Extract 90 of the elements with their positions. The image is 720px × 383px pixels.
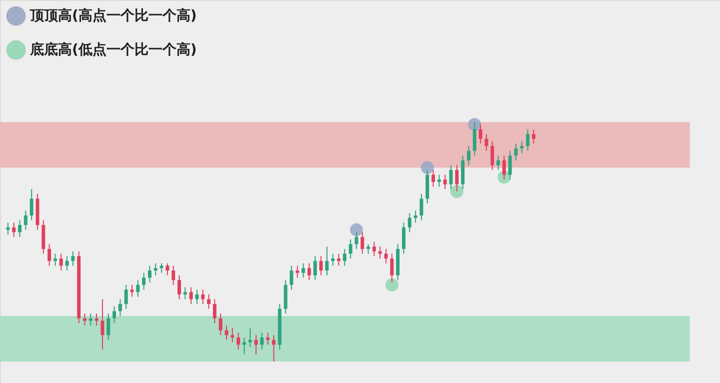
- candlestick: [443, 174, 447, 190]
- point: [385, 278, 398, 292]
- candlestick: [166, 262, 170, 276]
- candlestick: [53, 253, 57, 266]
- candlestick: [82, 313, 86, 326]
- point: [350, 223, 363, 236]
- candlestick: [248, 327, 252, 348]
- candlestick: [160, 262, 164, 274]
- candlestick: [496, 155, 500, 170]
- candlestick: [65, 256, 69, 271]
- candlestick: [484, 134, 488, 152]
- candlestick: [455, 164, 459, 192]
- candlestick: [520, 140, 524, 154]
- candlestick: [48, 244, 52, 266]
- candlestick: [154, 262, 158, 276]
- candlestick: [183, 286, 187, 300]
- candlestick: [478, 124, 482, 144]
- candlestick: [254, 334, 258, 355]
- candlestick: [212, 298, 216, 324]
- candlestick: [502, 155, 506, 180]
- candlestick: [408, 212, 412, 233]
- candlestick: [431, 169, 435, 188]
- candlestick: [136, 280, 140, 298]
- candlestick: [284, 280, 288, 314]
- legend-label: 顶顶高(高点一个比一个高): [29, 7, 197, 24]
- candlestick: [12, 222, 16, 238]
- candlestick: [490, 140, 494, 170]
- candlestick: [272, 334, 276, 362]
- candlestick: [100, 298, 104, 350]
- candlestick: [142, 272, 146, 290]
- candlestick: [354, 232, 358, 250]
- candlestick: [449, 164, 453, 190]
- candlestick: [296, 265, 300, 278]
- candlestick: [42, 220, 46, 254]
- candlestick: [130, 284, 134, 298]
- candlestick: [348, 238, 352, 260]
- candlestick: [360, 232, 364, 254]
- candlestick: [71, 250, 75, 266]
- point: [420, 161, 434, 174]
- candlestick: [24, 210, 28, 230]
- candlestick: [6, 222, 10, 236]
- candlestick: [402, 222, 406, 254]
- candlestick: [313, 256, 317, 281]
- candlestick: [30, 188, 34, 221]
- candlestick: [532, 128, 536, 144]
- candlestick: [94, 313, 98, 326]
- candlestick: [195, 289, 199, 305]
- candlestick: [307, 262, 311, 281]
- candlestick: [224, 325, 228, 340]
- candlestick: [201, 289, 205, 305]
- candlestick: [260, 332, 264, 350]
- candlestick: [18, 220, 22, 238]
- candlestick: [88, 313, 92, 326]
- candlestick: [508, 150, 512, 180]
- candlestick: [236, 332, 240, 350]
- candlestick: [189, 286, 193, 305]
- candlestick: [118, 298, 122, 316]
- candlestick: [325, 246, 329, 276]
- candlestick: [331, 253, 335, 266]
- candlestick: [148, 265, 152, 283]
- candlestick: [106, 313, 110, 340]
- candlestick: [230, 327, 234, 343]
- candlestick: [319, 256, 323, 276]
- candlestick: [420, 193, 424, 221]
- candlestick: [526, 128, 530, 152]
- candlestick: [342, 248, 346, 266]
- candlestick: [514, 143, 518, 161]
- candlestick: [466, 146, 470, 166]
- candlestick: [384, 248, 388, 264]
- candlestick: [124, 284, 128, 310]
- candlestick: [336, 253, 340, 266]
- point: [450, 184, 464, 198]
- legend-label: 底底高(低点一个比一个高): [29, 41, 197, 58]
- candlestick: [472, 122, 476, 156]
- candlestick: [372, 241, 376, 257]
- candlestick: [390, 253, 394, 283]
- candlestick: [366, 244, 370, 254]
- candlestick: [266, 332, 270, 346]
- candlestick: [290, 265, 294, 290]
- candlestick: [112, 306, 116, 324]
- candlestick: [426, 169, 430, 204]
- candlestick: [178, 274, 181, 300]
- candlestick: [414, 210, 418, 224]
- candlestick: [437, 174, 441, 188]
- candlestick: [207, 294, 211, 310]
- candlestick: [172, 265, 176, 286]
- candlestick: [59, 253, 63, 271]
- candlestick: [218, 313, 222, 336]
- candlestick: [461, 155, 465, 190]
- candlestick: [302, 262, 306, 278]
